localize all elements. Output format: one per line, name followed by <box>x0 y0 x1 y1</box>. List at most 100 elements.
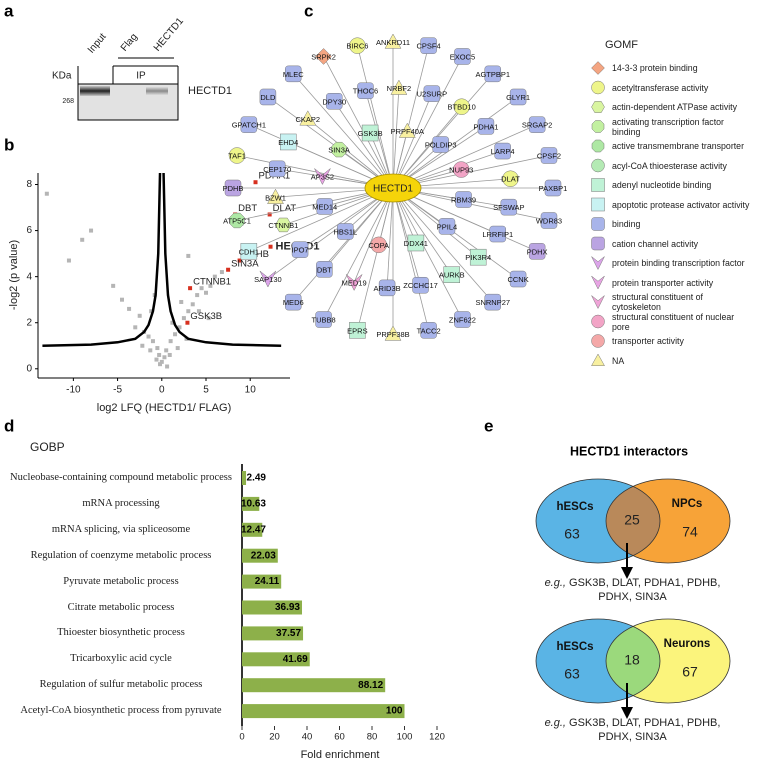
category-label: Pyruvate metabolic process <box>63 575 179 587</box>
legend-label: NA <box>612 355 625 366</box>
value-label: 10.63 <box>241 499 266 510</box>
node-label: IPO7 <box>292 246 309 255</box>
node-label: PDHX <box>527 247 548 256</box>
data-point <box>149 309 154 314</box>
node-label: PIK3R4 <box>465 253 491 262</box>
data-point <box>120 297 124 302</box>
bar <box>242 678 386 693</box>
point-label: CTNNB1 <box>193 277 231 288</box>
network-node <box>224 179 242 197</box>
node-label: WDR83 <box>536 216 562 225</box>
network-node <box>423 85 441 102</box>
node-label: CEP170 <box>263 165 291 174</box>
network-edge <box>357 45 394 189</box>
venn-note: e.g., GSK3B, DLAT, PDHA1, PDHB, PDHX, SI… <box>530 716 735 744</box>
network-node <box>331 141 347 158</box>
legend-swatch <box>591 101 605 113</box>
data-point <box>66 258 71 263</box>
data-point <box>127 306 132 311</box>
network-node <box>315 48 332 65</box>
legend-swatch <box>591 158 605 173</box>
data-point <box>154 357 159 362</box>
data-point <box>267 212 272 217</box>
data-point <box>157 352 162 357</box>
legend-label: adenyl nucleotide binding <box>612 180 712 190</box>
data-point <box>89 228 94 233</box>
point-label: GSK3B <box>190 311 222 322</box>
node-label: EXOC5 <box>450 52 475 61</box>
network-node <box>477 118 495 135</box>
kda-label: KDa <box>52 71 72 82</box>
venn-count: 18 <box>624 652 640 668</box>
network-node <box>325 93 343 110</box>
network-node <box>500 198 518 216</box>
node-label: PPIL4 <box>437 222 457 231</box>
legend-label: protein transporter activity <box>612 277 714 288</box>
data-point <box>146 334 151 339</box>
panel-label: a <box>4 1 14 20</box>
legend-swatch <box>591 295 605 310</box>
node-label: CCNK <box>507 275 528 284</box>
network-node <box>228 147 246 164</box>
network-edge <box>392 187 421 286</box>
node-label: SRPK2 <box>311 52 336 61</box>
legend-label: transporter activity <box>612 336 684 346</box>
data-point <box>179 299 184 304</box>
marker-label: 268 <box>62 98 74 105</box>
network-edge <box>323 187 394 320</box>
panel-label: e <box>484 416 493 435</box>
network-node <box>357 82 374 100</box>
legend-label: actin-dependent ATPase activity <box>612 102 738 112</box>
node-label: POLDIP3 <box>425 141 457 150</box>
node-label: PAXBP1 <box>539 184 568 193</box>
data-point <box>133 325 138 330</box>
network-edge <box>248 187 394 252</box>
node-label: AP3S2 <box>311 172 334 181</box>
data-point <box>137 313 142 318</box>
category-label: Citrate metabolic process <box>67 601 175 613</box>
x-tick-label: 0 <box>239 732 244 743</box>
network-edge <box>392 187 538 252</box>
network-node <box>509 270 527 288</box>
node-label: NUP93 <box>449 166 473 175</box>
node-label: SNRNP27 <box>475 298 510 307</box>
data-point <box>212 274 217 279</box>
node-label: PDHA1 <box>473 122 498 131</box>
venn-overlap <box>606 619 660 703</box>
node-label: ZCCHC17 <box>403 281 438 290</box>
network-node <box>454 311 471 328</box>
network-node <box>349 37 366 54</box>
node-label: MED19 <box>342 278 367 287</box>
center-node <box>364 173 422 203</box>
category-label: Regulation of sulfur metabolic process <box>39 679 203 691</box>
venn-overlap <box>606 479 660 563</box>
network-edge <box>392 73 494 189</box>
x-axis-label: Fold enrichment <box>301 749 380 761</box>
node-label: ANKRD11 <box>376 38 410 47</box>
network-node <box>398 122 416 138</box>
venn-set-label: Neurons <box>664 638 711 650</box>
panel-label: b <box>4 135 14 154</box>
value-label: 24.11 <box>255 576 280 587</box>
network-node <box>484 65 502 83</box>
x-tick-label: 120 <box>429 732 445 743</box>
legend-swatch <box>591 256 605 271</box>
data-point <box>175 346 180 351</box>
node-label: CKAP2 <box>295 115 320 124</box>
node-label: ARID3B <box>374 284 401 293</box>
lane-label: HECTD1 <box>152 16 186 54</box>
node-label: BTBD10 <box>447 103 475 112</box>
data-point <box>164 348 169 353</box>
node-label: CPSF2 <box>537 151 561 160</box>
node-label: ZNF622 <box>449 316 476 325</box>
bar <box>242 704 405 719</box>
category-label: Regulation of coenzyme metabolic process <box>30 549 212 561</box>
data-point <box>188 286 193 291</box>
network-edge <box>392 45 429 189</box>
network-node <box>420 37 437 54</box>
legend-label: activating transcription factor binding <box>612 116 724 137</box>
venn-count: 63 <box>564 666 580 682</box>
network-edge <box>323 56 394 189</box>
network-edge <box>392 56 463 189</box>
